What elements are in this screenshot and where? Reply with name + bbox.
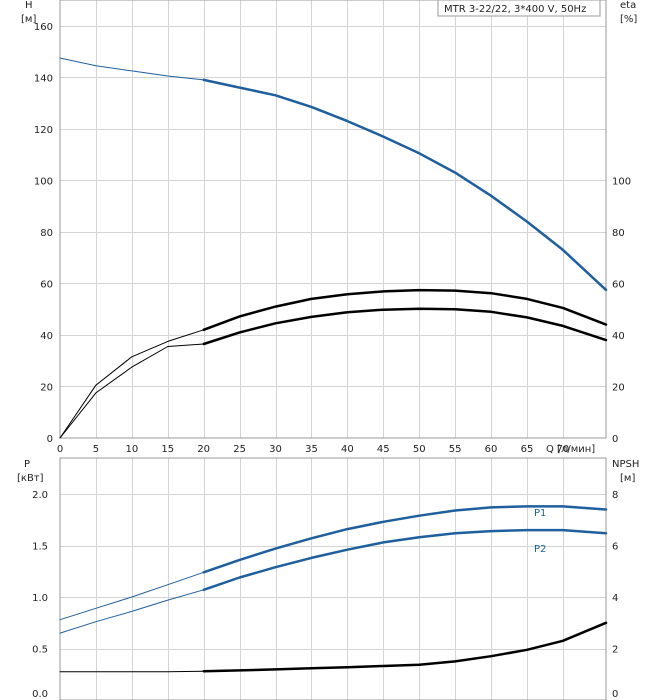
p1-curve-operating xyxy=(202,505,608,574)
bottom-right-tick-label: 8 xyxy=(612,490,618,501)
chart-title: MTR 3-22/22, 3*400 V, 50Hz xyxy=(444,4,586,15)
top-right-tick-label: 60 xyxy=(612,279,625,290)
top-right-tick-label: 20 xyxy=(612,382,625,393)
x-tick-label: 45 xyxy=(377,444,390,455)
x-tick-label: 70 xyxy=(557,444,570,455)
x-tick-label: 25 xyxy=(233,444,246,455)
top-left-tick-label: 140 xyxy=(34,73,53,84)
top-left-tick-label: 40 xyxy=(40,331,53,342)
top-right-tick-label: 40 xyxy=(612,331,625,342)
bottom-left-tick-label: 0.0 xyxy=(32,689,48,700)
top-left-tick-label: 0 xyxy=(47,434,53,445)
top-panel-frame xyxy=(59,0,607,439)
bottom-left-tick-label: 1.0 xyxy=(32,593,48,604)
npsh-curve-operating xyxy=(202,621,608,673)
bottom-left-tick-label: 2.0 xyxy=(32,490,48,501)
x-tick-label: 20 xyxy=(197,444,210,455)
bottom-right-axis-unit: [м] xyxy=(620,473,635,484)
bottom-grid xyxy=(60,458,606,700)
top-right-tick-label: 80 xyxy=(612,228,625,239)
series-label-p2: P2 xyxy=(534,544,546,555)
bottom-panel-frame xyxy=(59,457,607,700)
bottom-left-axis-ticks: 0.0 0.5 1.0 1.5 2.0 xyxy=(32,490,48,700)
x-tick-label: 55 xyxy=(449,444,462,455)
top-left-tick-label: 80 xyxy=(40,228,53,239)
top-series-group xyxy=(59,57,608,439)
x-tick-label: 35 xyxy=(305,444,318,455)
bottom-right-tick-label: 4 xyxy=(612,593,618,604)
x-tick-label: 0 xyxy=(57,444,63,455)
top-panel: 0 20 40 60 80 100 120 140 160 0 20 40 60 80 100 0 5 10 1… xyxy=(21,0,637,455)
bottom-right-tick-label: 6 xyxy=(612,542,618,553)
bottom-left-tick-label: 1.5 xyxy=(32,542,48,553)
x-tick-label: 50 xyxy=(413,444,426,455)
bottom-left-axis-unit: [кВт] xyxy=(17,473,44,484)
x-tick-label: 65 xyxy=(521,444,534,455)
top-right-tick-label: 0 xyxy=(612,434,618,445)
top-left-tick-label: 160 xyxy=(34,22,53,33)
series-label-p1: P1 xyxy=(534,508,546,519)
top-grid xyxy=(60,0,606,438)
bottom-series-group xyxy=(59,505,608,673)
top-left-tick-label: 20 xyxy=(40,382,53,393)
x-tick-label: 10 xyxy=(125,444,138,455)
top-left-axis-unit: [м] xyxy=(21,14,36,25)
top-left-tick-label: 100 xyxy=(34,176,53,187)
chart-title-box xyxy=(437,0,601,17)
p2-curve-operating xyxy=(202,528,608,592)
bottom-left-tick-label: 0.5 xyxy=(32,645,48,656)
top-left-tick-label: 120 xyxy=(34,125,53,136)
top-right-axis-name: eta xyxy=(620,0,636,11)
top-left-tick-label: 60 xyxy=(40,279,53,290)
top-right-tick-label: 100 xyxy=(612,176,631,187)
bottom-right-tick-label: 0 xyxy=(612,689,618,700)
x-tick-label: 15 xyxy=(161,444,174,455)
x-tick-label: 40 xyxy=(341,444,354,455)
top-left-axis-name: H xyxy=(25,0,33,11)
eta-total-curve-operating xyxy=(202,307,608,346)
bottom-right-axis-name: NPSH xyxy=(612,459,639,470)
x-tick-label: 30 xyxy=(269,444,282,455)
bottom-left-axis-name: P xyxy=(24,459,30,470)
top-left-axis-ticks: 0 20 40 60 80 100 120 140 160 xyxy=(34,22,53,445)
top-right-axis-unit: [%] xyxy=(620,14,637,25)
x-axis-label: Q [л/мин] xyxy=(546,444,595,455)
x-tick-label: 5 xyxy=(93,444,99,455)
h-curve-operating xyxy=(202,78,608,292)
top-right-axis-ticks: 0 20 40 60 80 100 xyxy=(612,176,631,445)
bottom-panel: 0.0 0.5 1.0 1.5 2.0 0 2 4 6 8 P [кВт] NPSH [м] P… xyxy=(17,457,639,700)
x-axis-ticks: 0 5 10 15 20 25 30 35 40 45 50 55 60 65 70 xyxy=(57,444,569,455)
bottom-right-tick-label: 2 xyxy=(612,645,618,656)
eta-pump-curve-operating xyxy=(202,288,608,332)
x-tick-label: 60 xyxy=(485,444,498,455)
bottom-right-axis-ticks: 0 2 4 6 8 xyxy=(612,490,618,700)
